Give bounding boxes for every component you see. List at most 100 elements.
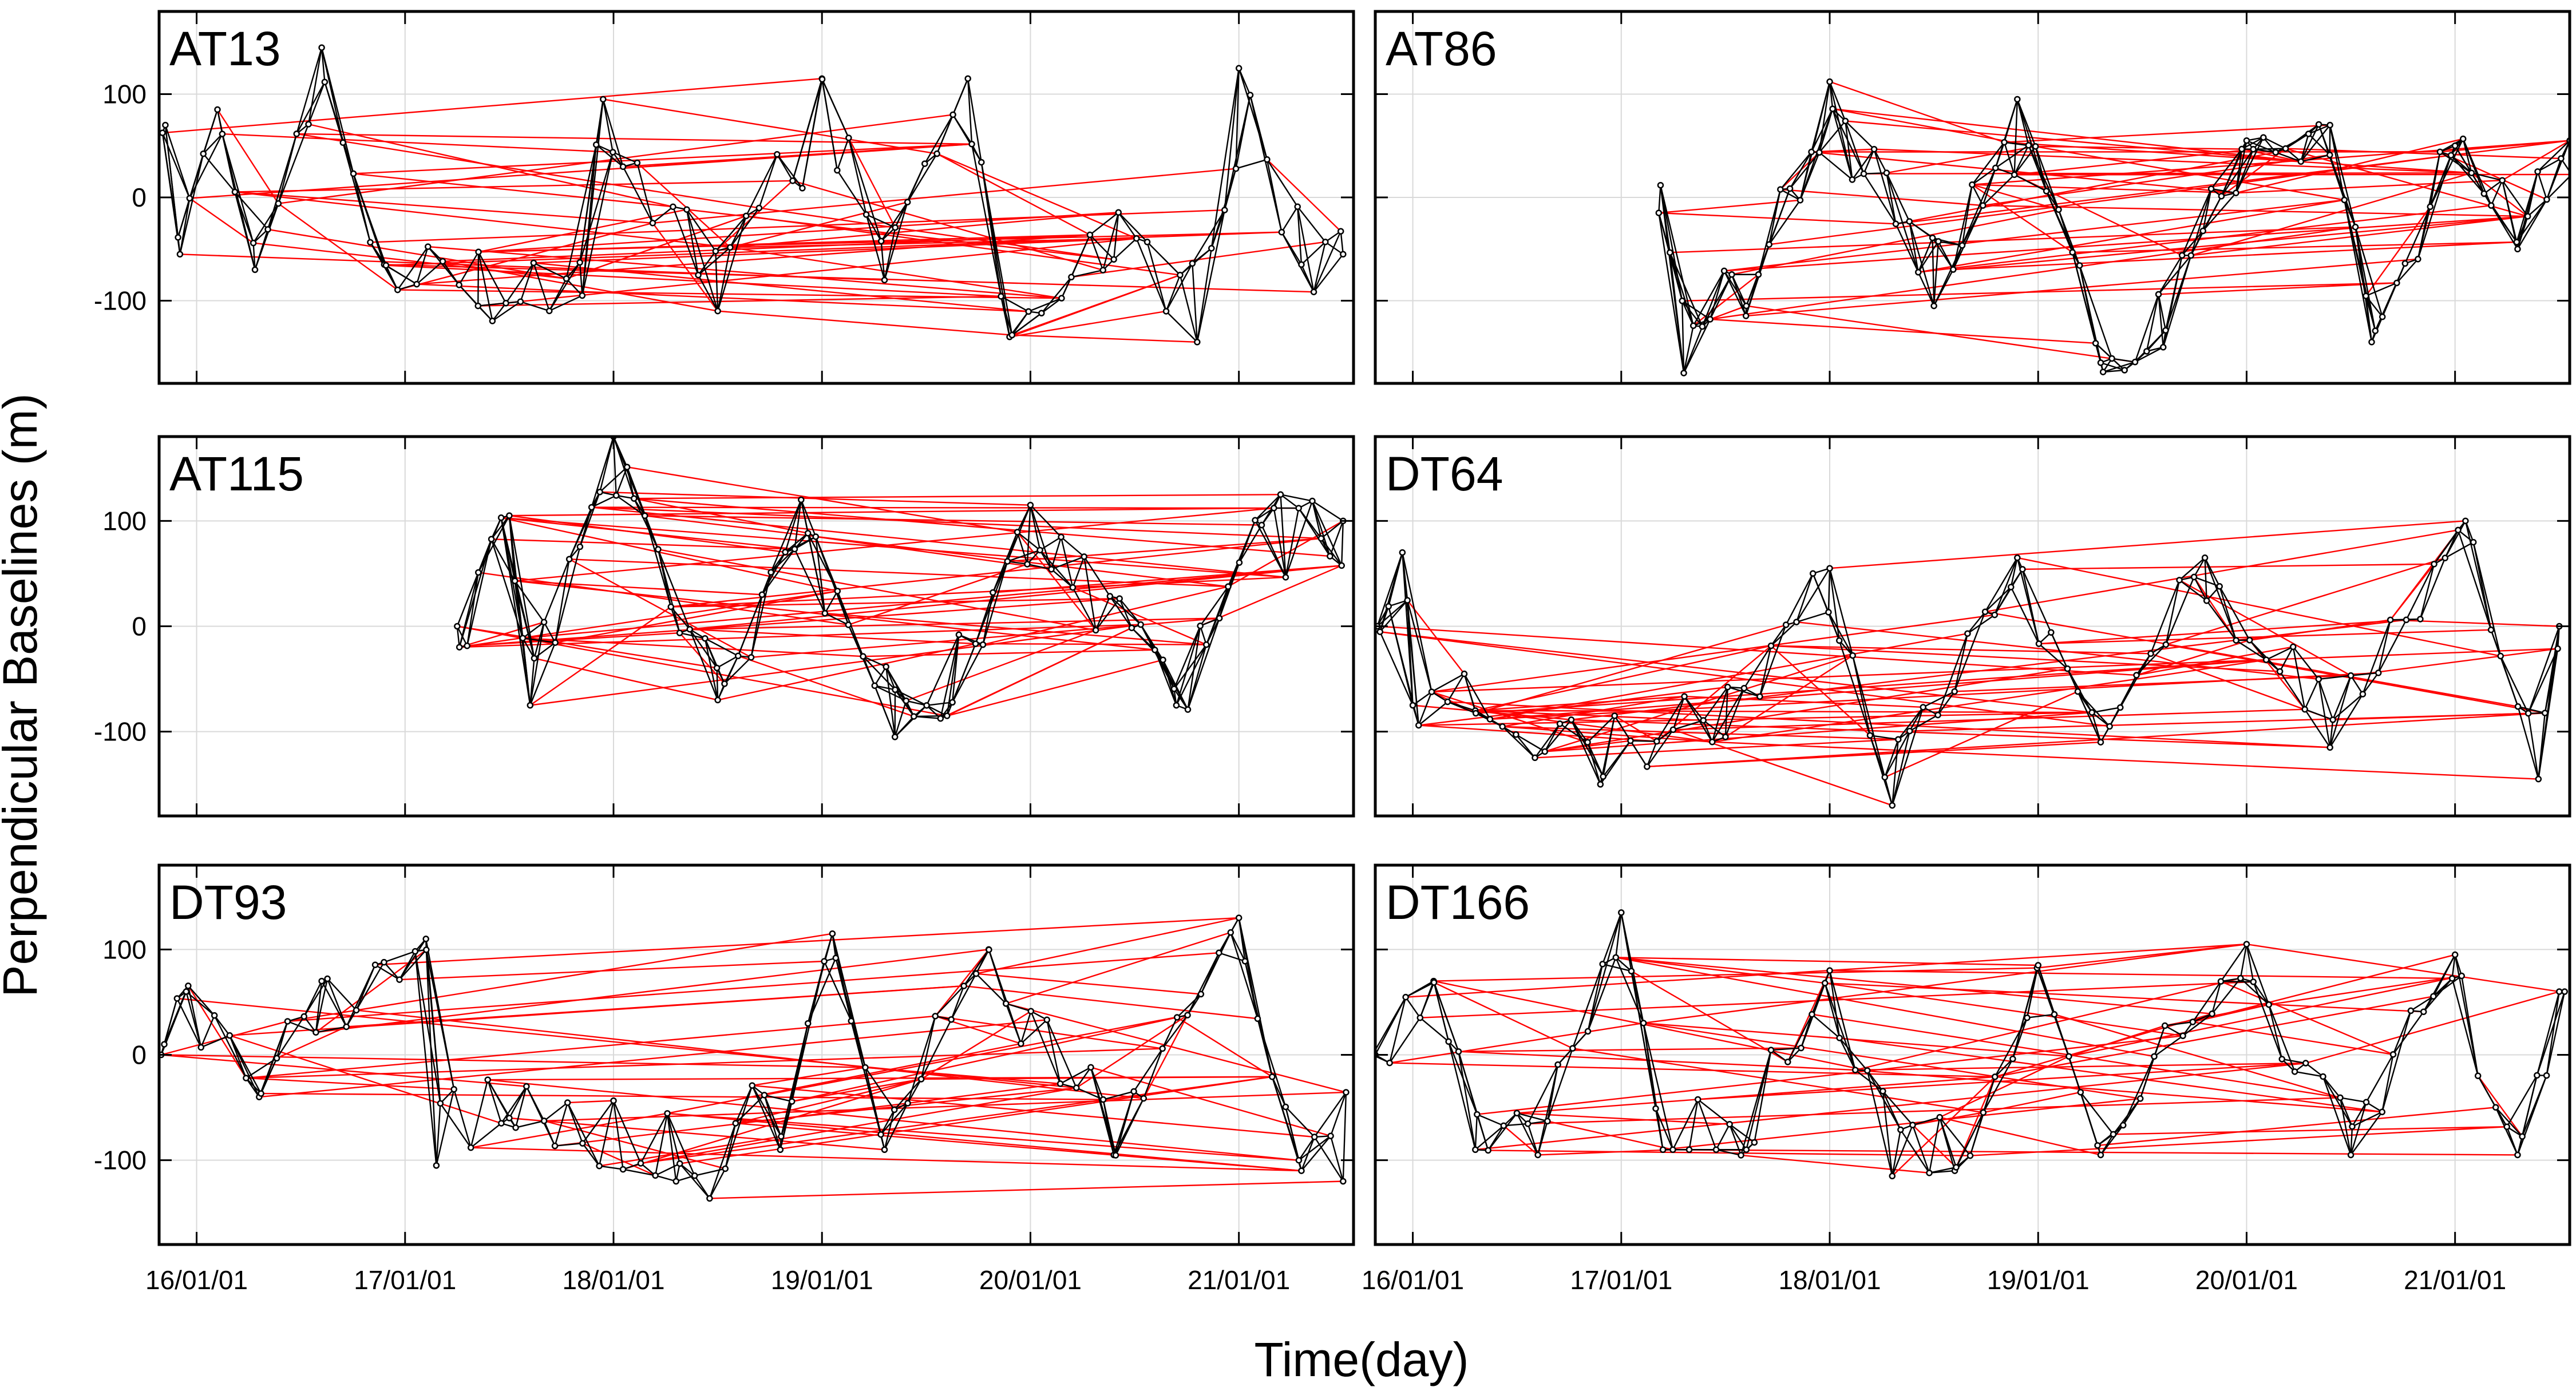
short-baseline-link (1039, 536, 1062, 551)
acquisition-point (2514, 703, 2522, 710)
panel-label: AT115 (169, 447, 304, 501)
short-baseline-link (770, 500, 802, 573)
acquisition-point (743, 212, 750, 220)
short-baseline-link (1909, 707, 1924, 732)
short-baseline-link (2527, 171, 2539, 217)
short-baseline-link (1724, 688, 1745, 738)
acquisition-point (2131, 358, 2139, 366)
long-baseline-link (189, 197, 254, 244)
acquisition-point (2535, 775, 2542, 783)
acquisition-point (2161, 1022, 2169, 1029)
short-baseline-link (2021, 569, 2040, 644)
short-baseline-link (2158, 255, 2192, 295)
acquisition-point (1152, 647, 1158, 653)
long-baseline-link (1953, 241, 2517, 271)
long-baseline-link (470, 1147, 1301, 1172)
acquisition-point (2147, 650, 2154, 657)
long-baseline-link (2158, 282, 2397, 295)
short-baseline-link (823, 933, 833, 962)
acquisition-point (2534, 168, 2541, 175)
acquisition-point (1740, 684, 1748, 692)
acquisition-point (2043, 188, 2050, 195)
acquisition-point (1743, 302, 1750, 310)
long-baseline-link (936, 153, 1090, 236)
acquisition-point (767, 569, 774, 576)
long-baseline-link (216, 109, 279, 204)
long-baseline-link (1771, 645, 2280, 672)
short-baseline-link (715, 251, 719, 311)
short-baseline-link (1838, 640, 1854, 656)
acquisition-point (1216, 949, 1222, 956)
acquisition-point (758, 591, 766, 598)
short-baseline-link (1572, 1031, 1589, 1049)
short-baseline-link (2537, 140, 2570, 172)
short-baseline-link (252, 229, 268, 244)
long-baseline-link (652, 168, 1236, 224)
acquisition-point (1203, 641, 1210, 648)
short-baseline-link (666, 1113, 680, 1164)
acquisition-point (563, 275, 570, 282)
long-baseline-link (1682, 282, 2397, 302)
acquisition-point (394, 286, 401, 294)
short-baseline-link (2301, 154, 2330, 163)
short-baseline-link (1546, 1048, 1573, 1121)
short-baseline-link (2285, 124, 2320, 149)
long-baseline-link (644, 515, 1262, 526)
long-baseline-link (467, 597, 1120, 647)
long-baseline-link (715, 180, 793, 252)
short-baseline-link (1165, 275, 1181, 312)
long-baseline-link (1712, 659, 2266, 743)
short-baseline-link (1933, 245, 1963, 307)
long-baseline-link (1517, 1076, 1995, 1114)
long-baseline-link (1939, 1116, 2101, 1156)
short-baseline-link (698, 251, 717, 276)
long-baseline-link (1972, 184, 2073, 253)
short-baseline-link (880, 201, 908, 242)
acquisition-point (454, 623, 461, 630)
short-baseline-link (1882, 1091, 1913, 1126)
acquisition-point (439, 257, 446, 265)
long-baseline-link (964, 985, 1258, 1020)
short-baseline-link (1040, 276, 1072, 314)
short-baseline-link (179, 153, 204, 255)
short-baseline-link (2279, 646, 2294, 672)
acquisition-point (1116, 595, 1123, 602)
short-baseline-link (1602, 912, 1622, 965)
short-baseline-link (213, 1014, 231, 1036)
short-baseline-link (353, 173, 371, 243)
short-baseline-link (686, 209, 717, 252)
acquisition-point (2265, 1001, 2273, 1008)
short-baseline-link (1646, 729, 1674, 767)
short-baseline-link (2219, 586, 2250, 641)
acquisition-point (1115, 209, 1122, 216)
acquisition-point (1298, 1167, 1305, 1174)
long-baseline-link (627, 466, 1018, 533)
acquisition-point (1208, 245, 1215, 252)
short-baseline-link (2329, 719, 2334, 748)
acquisition-point (1826, 967, 1833, 974)
short-baseline-link (2472, 542, 2502, 656)
short-baseline-link (2396, 258, 2419, 284)
acquisition-point (1014, 529, 1021, 536)
acquisition-point (523, 1083, 530, 1090)
short-baseline-link (679, 1163, 710, 1199)
acquisition-point (489, 318, 496, 324)
short-baseline-link (1388, 552, 1403, 607)
grid (159, 11, 1354, 383)
short-baseline-link (2091, 712, 2110, 727)
acquisition-point (1712, 1146, 1720, 1153)
acquisition-point (1159, 1045, 1166, 1052)
long-baseline-link (983, 585, 1229, 645)
short-baseline-link (2377, 620, 2391, 673)
acquisition-point (1415, 722, 1422, 729)
acquisition-point (2497, 652, 2504, 660)
long-baseline-link (1431, 614, 1995, 693)
long-baseline-link (1829, 969, 2452, 980)
y-tick-label: 100 (102, 934, 147, 964)
short-baseline-link (2235, 640, 2267, 661)
long-baseline-link (533, 237, 1137, 264)
short-baseline-link (975, 949, 990, 974)
short-baseline-link (492, 301, 521, 322)
acquisition-point (506, 512, 513, 519)
